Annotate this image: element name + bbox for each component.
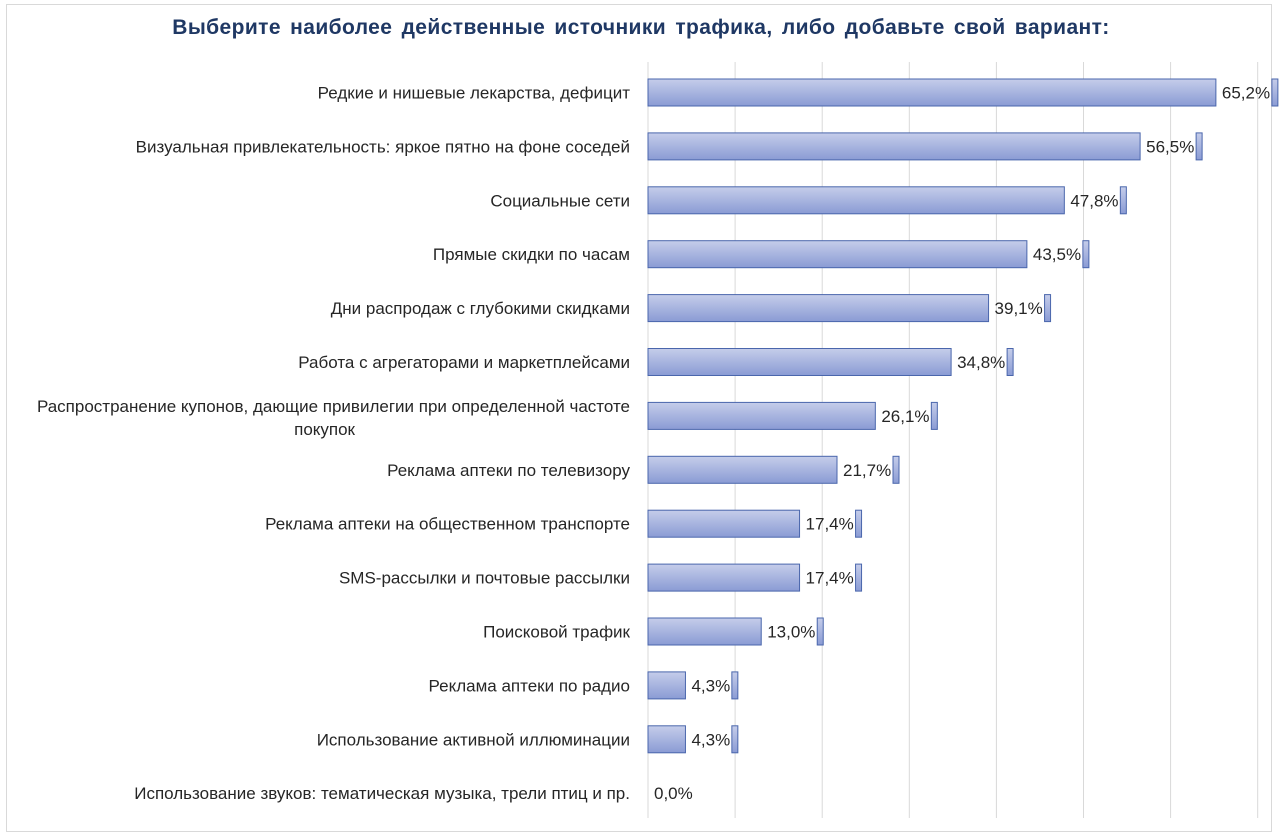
bar-end-cap [1082,240,1090,269]
bar [647,671,686,700]
bar [647,78,1217,107]
data-label: 4,3% [691,676,730,695]
data-label: 43,5% [1033,245,1081,264]
data-label: 56,5% [1146,137,1194,156]
category-label: Реклама аптеки по телевизору [387,461,630,480]
labels: 65,2% Редкие и нишевые лекарства, дефицит… [37,84,1270,804]
bar [647,348,952,376]
chart-title: Выберите наиболее действенные источники … [172,16,1110,39]
bar [647,294,990,323]
data-label: 0,0% [654,784,693,803]
bar-end-cap [1006,348,1014,376]
bar [647,455,838,484]
bar-end-cap [1271,78,1279,107]
bar-end-cap [1195,132,1203,161]
bar-end-cap [731,725,739,754]
bar-end-cap [855,509,863,538]
data-label: 21,7% [843,461,891,480]
bar-end-cap [855,563,863,592]
gridlines [647,62,1259,818]
bar-end-cap [731,671,739,700]
data-label: 17,4% [806,515,854,534]
bar-end-cap [892,455,900,484]
category-label: Распространение купонов, дающие привилег… [37,397,630,416]
bar [647,401,876,430]
bars [647,78,1279,754]
bar [647,563,801,592]
category-label-line2: покупок [294,420,355,439]
data-label: 39,1% [995,299,1043,318]
bar [647,725,686,754]
data-label: 26,1% [881,407,929,426]
category-label: Работа с агрегаторами и маркетплейсами [298,353,630,372]
category-label: SMS-рассылки и почтовые рассылки [339,569,630,588]
data-label: 13,0% [767,623,815,642]
category-label: Визуальная привлекательность: яркое пятн… [136,137,630,156]
category-label: Использование активной иллюминации [317,730,630,749]
bar-end-cap [1044,294,1052,323]
category-label: Дни распродаж с глубокими скидками [331,299,630,318]
category-label: Реклама аптеки по радио [429,676,630,695]
category-label: Социальные сети [490,191,630,210]
bar [647,186,1065,215]
data-label: 47,8% [1070,191,1118,210]
bar [647,509,801,538]
bar-end-cap [930,401,938,430]
data-label: 34,8% [957,353,1005,372]
data-label: 65,2% [1222,84,1270,103]
category-label: Использование звуков: тематическая музык… [134,784,630,803]
bar-end-cap [1119,186,1127,215]
bar [647,617,762,646]
bar-end-cap [816,617,824,646]
data-label: 17,4% [806,569,854,588]
category-label: Поисковой трафик [483,623,630,642]
bar [647,132,1141,161]
category-label: Реклама аптеки на общественном транспорт… [265,515,630,534]
data-label: 4,3% [691,730,730,749]
category-label: Редкие и нишевые лекарства, дефицит [318,84,631,103]
category-label: Прямые скидки по часам [433,245,630,264]
bar [647,240,1028,269]
